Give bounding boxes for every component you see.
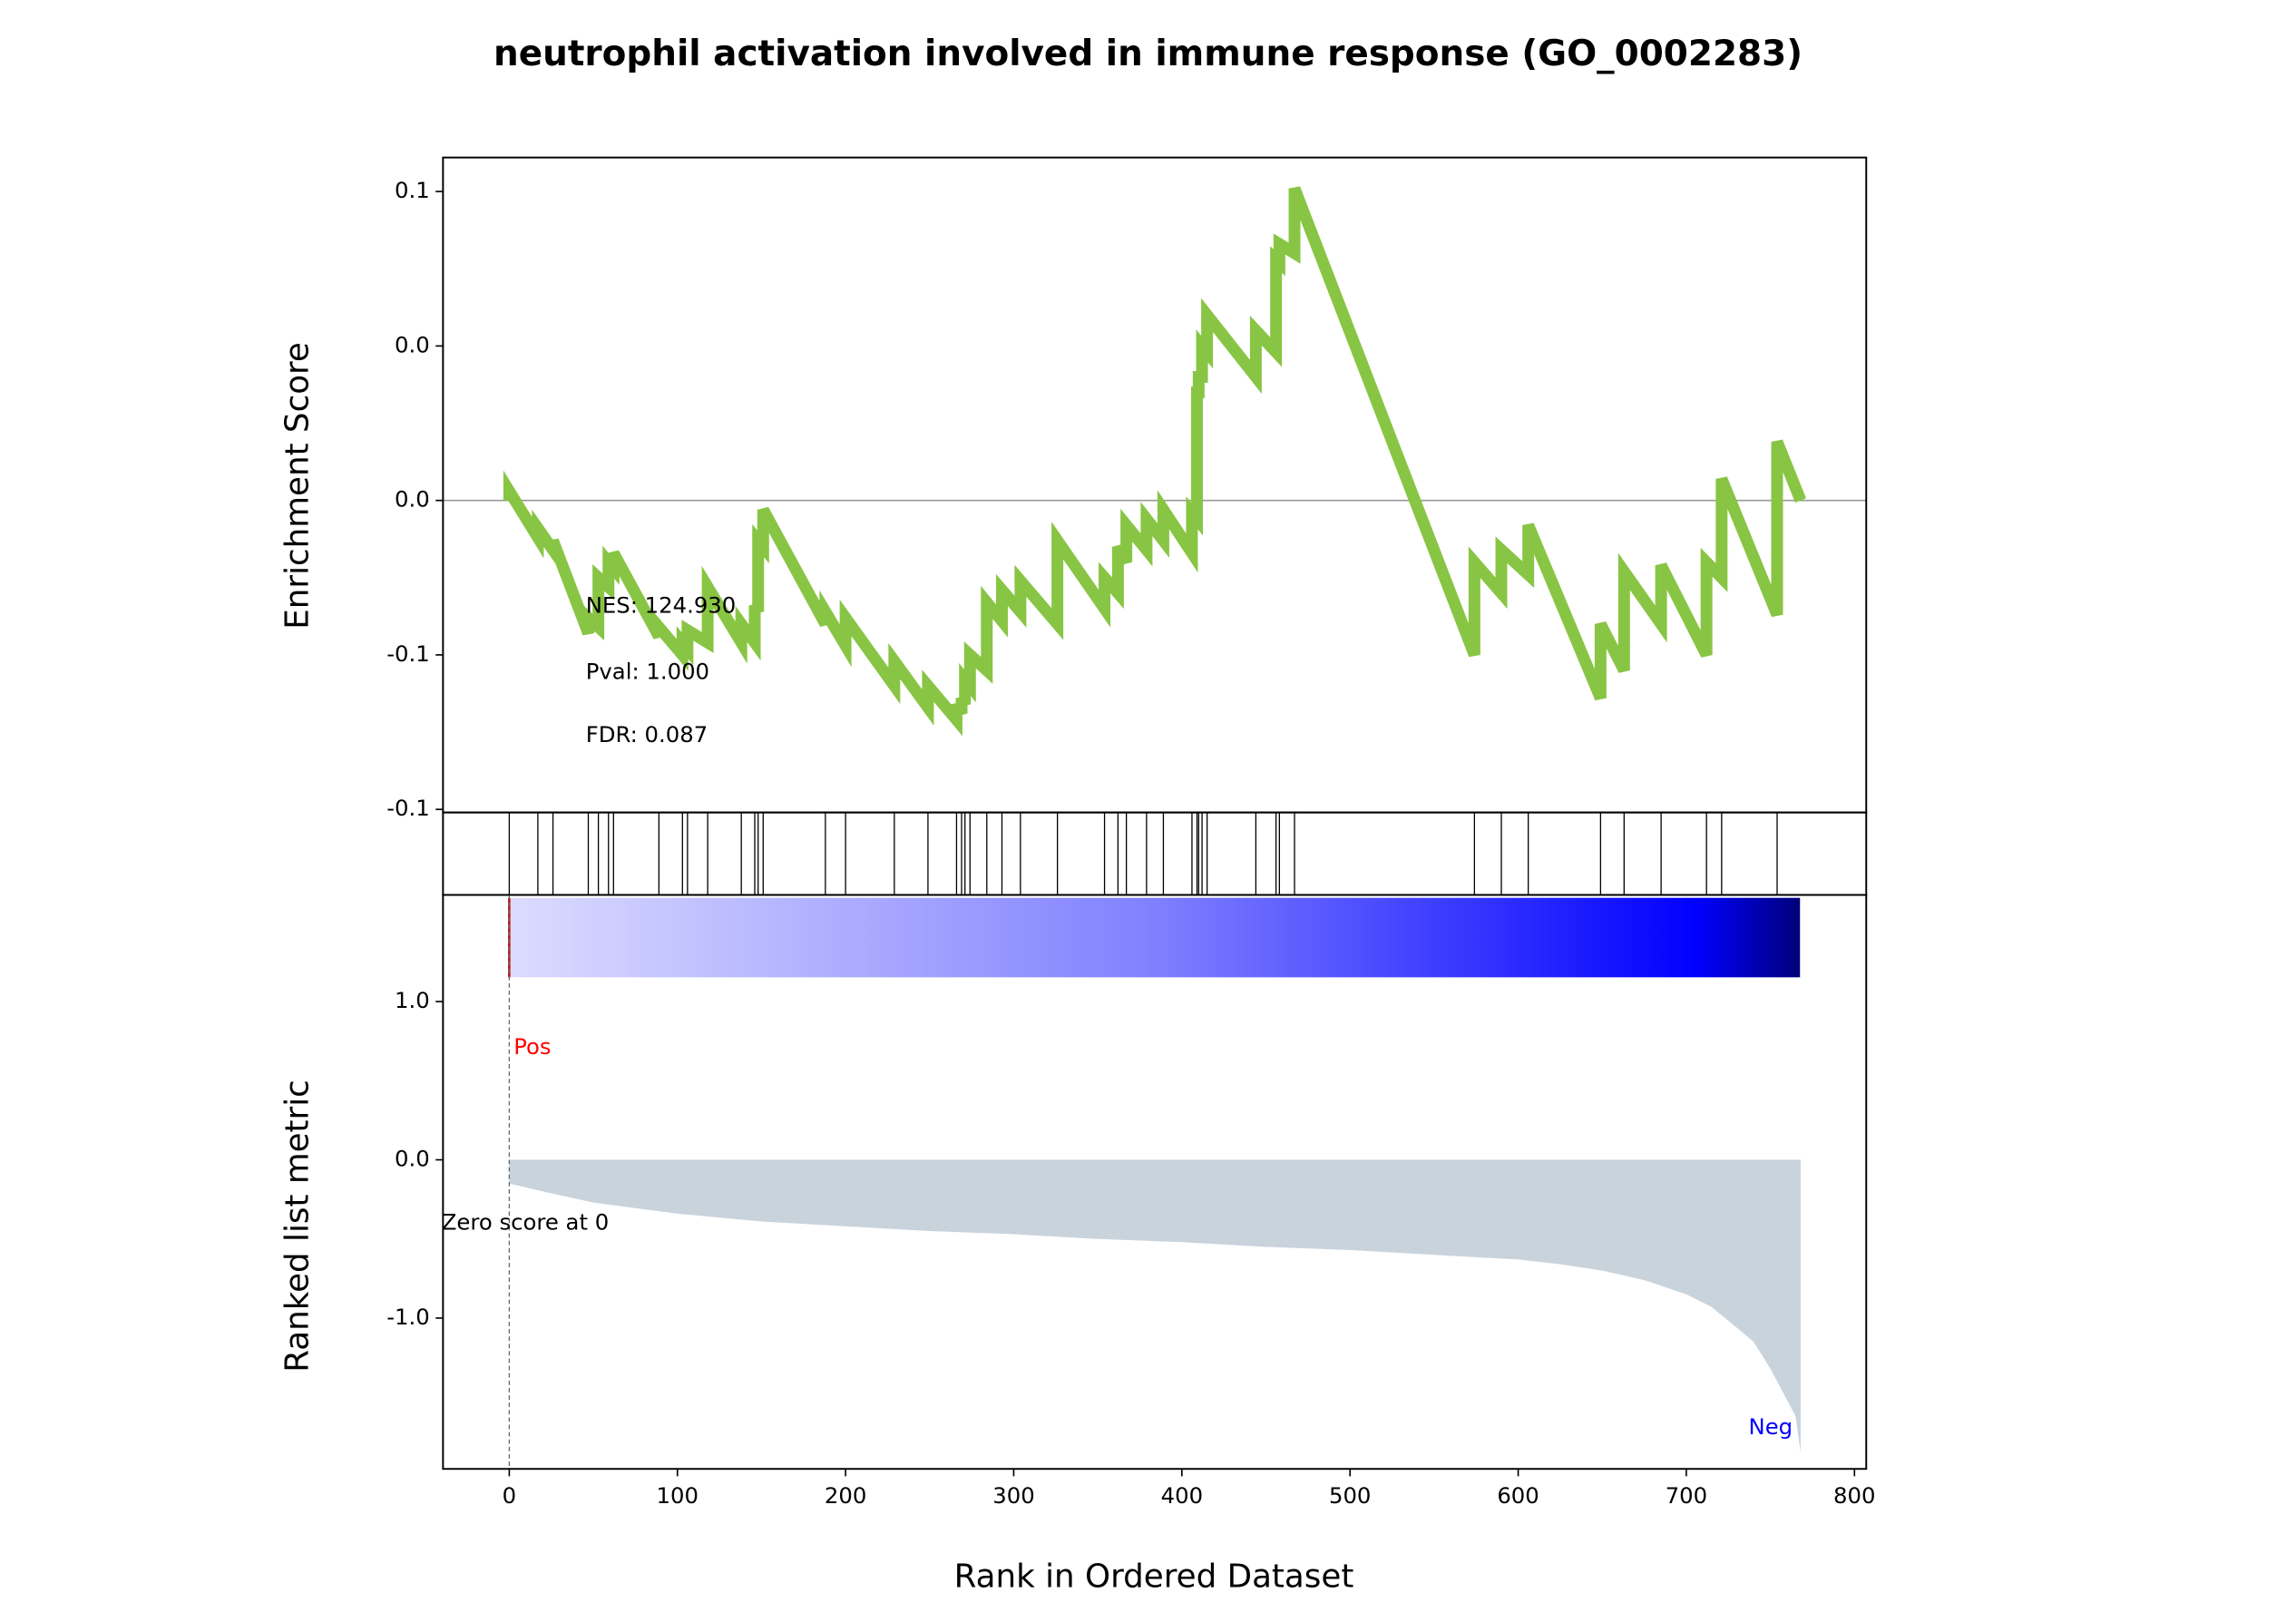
annotation-neg: Neg (1749, 1413, 1793, 1440)
metric-area (509, 1159, 1801, 1453)
y-axis-label: Enrichment Score (278, 342, 316, 630)
y-tick-label: -0.1 (386, 795, 429, 821)
x-tick-label: 100 (657, 1482, 699, 1509)
annotation: Pval: 1.000 (586, 658, 709, 684)
annotation-zero: Zero score at 0 (442, 1208, 609, 1235)
x-tick-label: 0 (503, 1482, 516, 1509)
x-tick-label: 300 (992, 1482, 1034, 1509)
chart-title: neutrophil activation involved in immune… (493, 34, 1803, 74)
annotation: FDR: 0.087 (586, 721, 708, 747)
y-tick-label: 1.0 (395, 987, 430, 1013)
y-tick-label: -0.1 (386, 640, 429, 667)
annotation: NES: 124.930 (586, 591, 737, 618)
y-tick-label: 0.0 (395, 331, 430, 357)
x-tick-label: 400 (1161, 1482, 1203, 1509)
y-tick-label: 0.0 (395, 1146, 430, 1172)
y-axis-label: Ranked list metric (278, 1080, 316, 1373)
frame (442, 894, 1868, 1471)
x-tick-label: 600 (1497, 1482, 1539, 1509)
y-tick-label: -1.0 (386, 1304, 429, 1330)
x-tick-label: 500 (1329, 1482, 1371, 1509)
frame (442, 156, 1868, 814)
color-bar (509, 897, 1801, 978)
annotation-pos: Pos (513, 1033, 551, 1060)
x-tick-label: 700 (1666, 1482, 1707, 1509)
y-tick-label: 0.0 (395, 486, 430, 513)
frame (442, 811, 1868, 896)
x-tick-label: 800 (1833, 1482, 1875, 1509)
es-line (503, 186, 1806, 737)
x-axis-label: Rank in Ordered Dataset (954, 1558, 1354, 1595)
x-tick-label: 200 (825, 1482, 866, 1509)
y-tick-label: 0.1 (395, 177, 430, 203)
